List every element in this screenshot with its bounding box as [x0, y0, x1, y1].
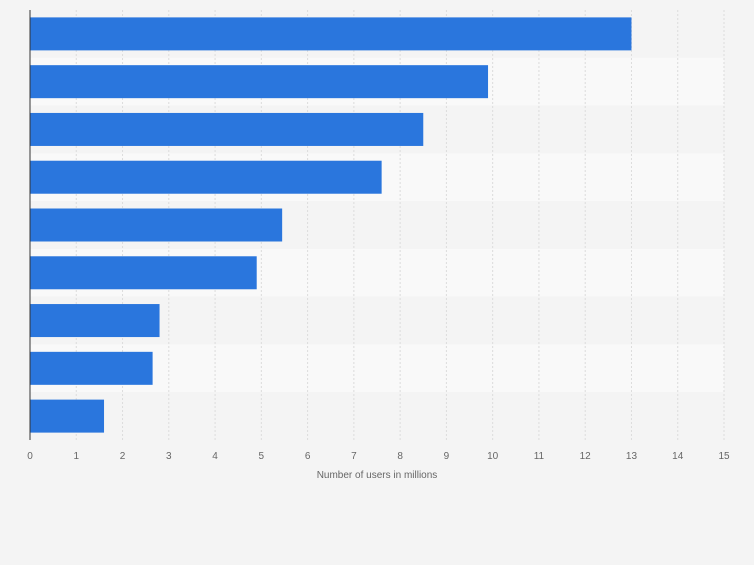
bar [30, 304, 160, 338]
x-tick-label: 9 [444, 451, 450, 462]
bar [30, 17, 632, 51]
bar [30, 208, 283, 242]
x-tick-label: 0 [27, 451, 33, 462]
bar [30, 65, 489, 99]
x-tick-label: 12 [580, 451, 592, 462]
x-tick-label: 14 [672, 451, 684, 462]
x-tick-label: 1 [73, 451, 79, 462]
x-tick-label: 13 [626, 451, 638, 462]
x-tick-label: 6 [305, 451, 311, 462]
bar [30, 112, 424, 146]
x-tick-label: 10 [487, 451, 499, 462]
x-tick-label: 15 [718, 451, 730, 462]
bars [30, 17, 632, 433]
row-band [30, 392, 724, 440]
bar [30, 256, 257, 290]
bar [30, 351, 153, 385]
x-tick-label: 2 [120, 451, 126, 462]
x-tick-label: 3 [166, 451, 172, 462]
bar [30, 399, 105, 433]
x-tick-labels: 0 1 2 3 4 5 6 7 8 9 10 11 12 13 14 15 [27, 451, 730, 462]
x-tick-label: 5 [259, 451, 265, 462]
x-tick-label: 8 [397, 451, 403, 462]
bar [30, 160, 382, 194]
x-tick-label: 4 [212, 451, 218, 462]
x-tick-label: 7 [351, 451, 357, 462]
x-tick-label: 11 [534, 451, 545, 462]
x-axis-label: Number of users in millions [317, 470, 438, 481]
